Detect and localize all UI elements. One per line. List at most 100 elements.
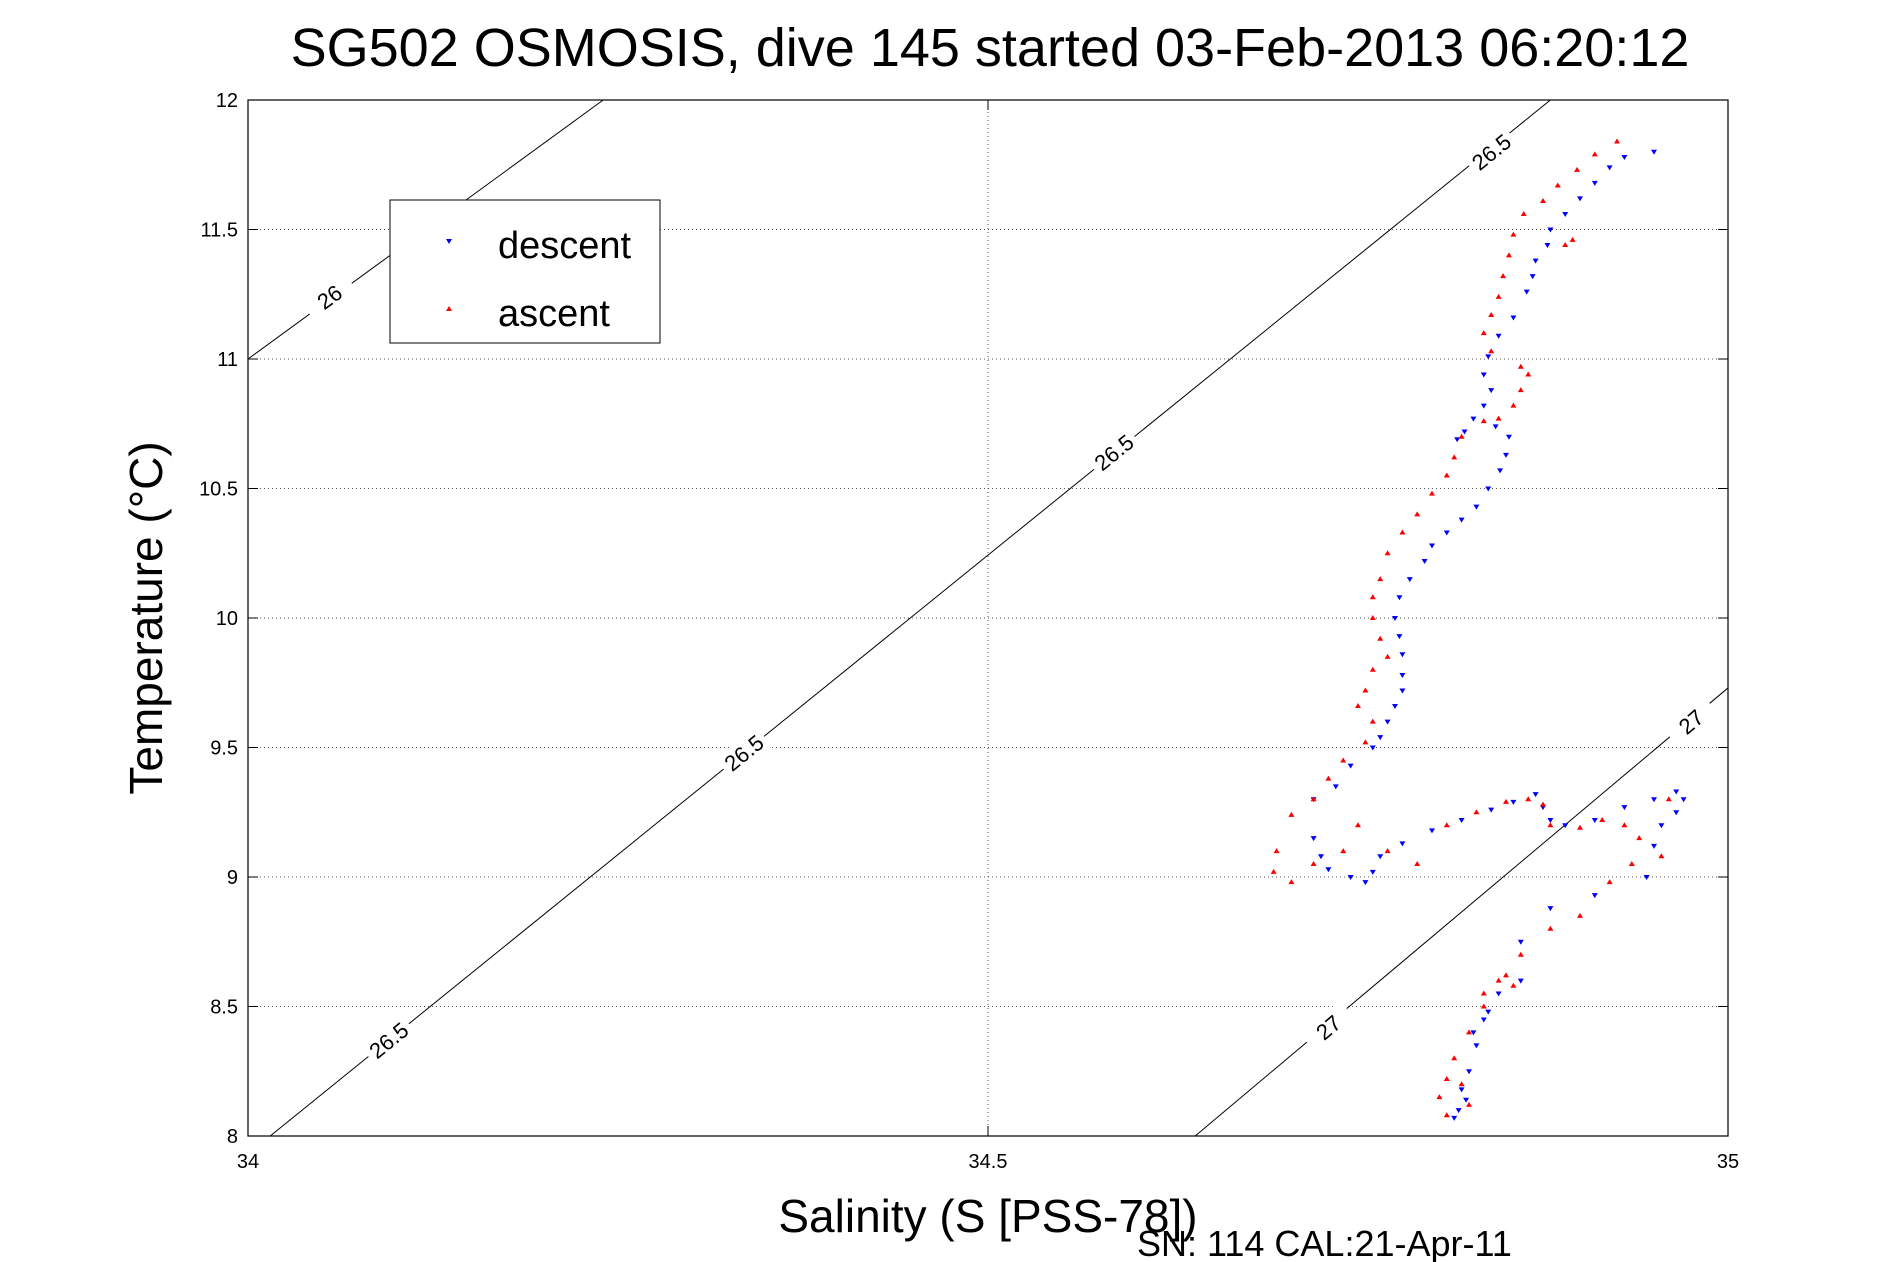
descent-point: [1347, 763, 1354, 769]
ascent-point: [1500, 273, 1507, 279]
ascent-point: [1443, 1076, 1450, 1082]
ascent-point: [1273, 848, 1280, 854]
y-tick-label: 8: [227, 1126, 238, 1148]
y-tick-label: 10: [216, 608, 238, 630]
ascent-point: [1510, 982, 1517, 988]
ascent-point: [1517, 951, 1524, 957]
descent-point: [1505, 434, 1512, 440]
descent-point: [1451, 1115, 1458, 1121]
ascent-point: [1310, 861, 1317, 867]
ascent-point: [1510, 402, 1517, 408]
ascent-point: [1628, 861, 1635, 867]
ascent-point: [1540, 801, 1546, 807]
descent-point: [1392, 704, 1398, 710]
descent-point: [1377, 735, 1384, 741]
descent-point: [1547, 227, 1554, 233]
ascent-point: [1310, 796, 1317, 802]
descent-point: [1485, 486, 1492, 492]
legend-label-ascent: ascent: [498, 293, 610, 335]
ascent-point: [1547, 822, 1554, 828]
descent-point: [1529, 274, 1536, 280]
x-axis-label: Salinity (S [PSS-78]): [778, 1190, 1197, 1242]
y-tick-label: 11: [217, 349, 238, 371]
ascent-point: [1621, 822, 1628, 828]
descent-point: [1310, 836, 1317, 842]
descent-point: [1399, 841, 1406, 847]
descent-point: [1606, 165, 1613, 171]
descent-point: [1473, 1043, 1480, 1049]
descent-point: [1480, 403, 1487, 409]
descent-point: [1455, 1108, 1462, 1114]
legend-label-descent: descent: [498, 225, 632, 267]
descent-point: [1523, 289, 1530, 295]
ascent-point: [1495, 977, 1502, 983]
ascent-point: [1495, 293, 1502, 299]
contour-label-bg: [300, 271, 359, 323]
ascent-point: [1355, 703, 1361, 709]
ascent-point: [1658, 853, 1665, 859]
ascent-point: [1488, 348, 1495, 354]
ascent-point: [1369, 615, 1376, 620]
ascent-point: [1517, 387, 1524, 393]
ascent-point: [1384, 653, 1391, 659]
grid-lines: [248, 100, 1728, 1136]
ascent-point: [1451, 454, 1458, 460]
descent-point: [1547, 818, 1554, 824]
ascent-point: [1288, 879, 1295, 885]
ascent-point: [1377, 576, 1384, 582]
ascent-point: [1340, 848, 1347, 854]
descent-point: [1544, 243, 1551, 249]
descent-point: [1651, 149, 1657, 155]
descent-point: [1396, 595, 1403, 601]
ascent-point: [1554, 182, 1561, 188]
descent-point: [1495, 333, 1502, 339]
descent-point: [1488, 388, 1495, 394]
descent-point: [1332, 784, 1339, 790]
ascent-point: [1362, 687, 1369, 693]
descent-point: [1429, 828, 1435, 834]
y-tick-label: 8.5: [210, 997, 238, 1019]
descent-point: [1643, 875, 1650, 880]
descent-point: [1399, 688, 1406, 694]
descent-point: [1510, 799, 1517, 805]
ascent-point: [1577, 912, 1583, 918]
ascent-point: [1547, 925, 1554, 931]
ascent-point: [1480, 418, 1487, 424]
data-points: [1270, 138, 1687, 1121]
ascent-point: [1414, 511, 1421, 517]
descent-point: [1480, 1017, 1487, 1023]
ascent-point: [1510, 231, 1517, 237]
legend-marker-descent: [446, 239, 452, 244]
ascent-point: [1480, 330, 1487, 336]
ascent-point: [1369, 594, 1376, 600]
descent-point: [1673, 810, 1680, 816]
ascent-point: [1466, 1029, 1472, 1035]
ascent-point: [1443, 472, 1450, 478]
descent-point: [1458, 818, 1465, 824]
contour-label-bg: [1085, 425, 1143, 479]
descent-point: [1510, 315, 1517, 321]
ascent-point: [1503, 972, 1509, 978]
ascent-point: [1436, 1094, 1443, 1100]
y-tick-label: 10.5: [199, 479, 238, 501]
legend-marker-ascent: [446, 306, 452, 311]
ascent-point: [1591, 151, 1598, 157]
ascent-point: [1495, 415, 1502, 421]
x-tick-label: 34: [237, 1151, 259, 1173]
ascent-point: [1384, 550, 1391, 556]
y-axis-label: Temperature (°C): [120, 441, 172, 794]
contour-label-bg: [1462, 125, 1520, 179]
ascent-point: [1369, 718, 1376, 724]
descent-point: [1651, 843, 1657, 849]
ascent-point: [1458, 1081, 1465, 1087]
ascent-point: [1451, 1055, 1458, 1061]
ascent-point: [1414, 861, 1421, 867]
descent-point: [1621, 154, 1628, 160]
descent-point: [1532, 792, 1539, 798]
descent-point: [1429, 543, 1435, 549]
ascent-point: [1606, 879, 1613, 885]
descent-point: [1463, 1097, 1470, 1103]
descent-point: [1673, 789, 1680, 795]
descent-point: [1461, 429, 1468, 435]
